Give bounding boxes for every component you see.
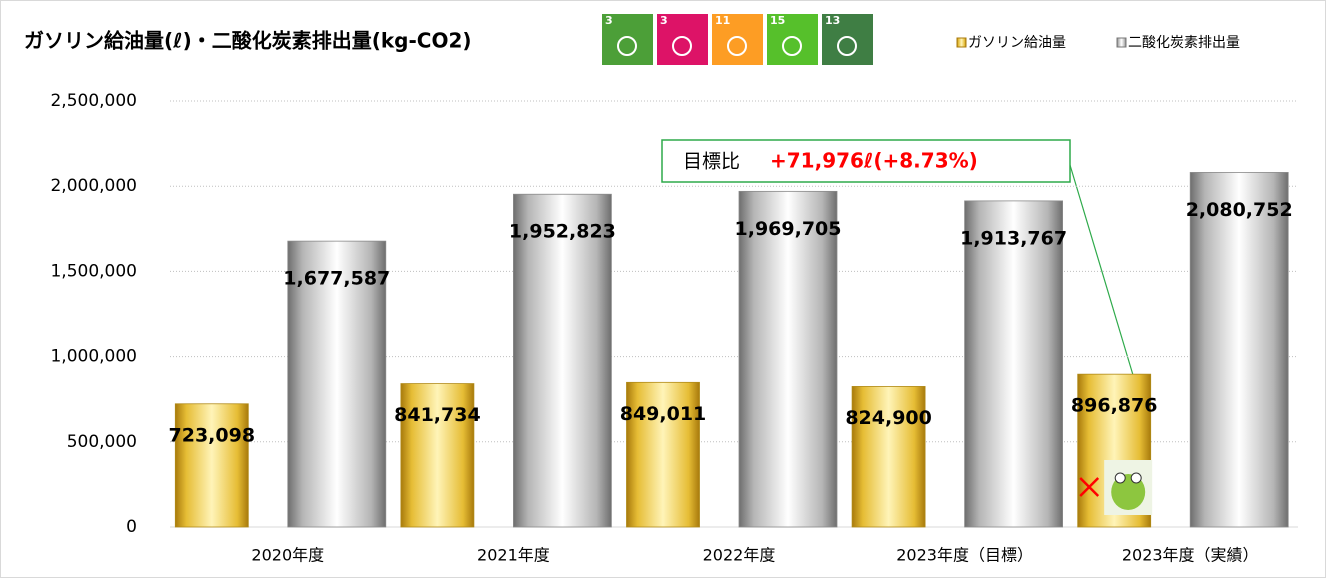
bar	[1190, 172, 1288, 527]
y-tick-label: 2,000,000	[50, 176, 137, 196]
value-label: 841,734	[394, 404, 481, 426]
x-tick-label: 2020年度	[251, 546, 324, 565]
y-tick-label: 500,000	[67, 432, 137, 452]
mascot-eye	[1131, 473, 1141, 483]
sdg-number: 3	[660, 14, 668, 27]
value-label: 849,011	[620, 403, 707, 425]
mascot-eye	[1115, 473, 1125, 483]
page: ガソリン給油量(ℓ)・二酸化炭素排出量(kg-CO2) 3 3 11 15 13 目標比…	[0, 0, 1326, 582]
legend-label: ガソリン給油量	[968, 35, 1066, 51]
sdg-number: 13	[825, 14, 840, 27]
sdg-icons: 3 3 11 15 13	[602, 14, 873, 65]
value-label: 824,900	[845, 407, 932, 429]
annotation-label: 目標比	[683, 151, 740, 173]
y-tick-label: 2,500,000	[50, 91, 137, 111]
x-tick-label: 2022年度	[703, 546, 776, 565]
legend-swatch	[957, 38, 966, 47]
legend-swatch	[1117, 38, 1126, 47]
chart: ガソリン給油量(ℓ)・二酸化炭素排出量(kg-CO2) 3 3 11 15 13 目標比…	[0, 0, 1326, 578]
bar	[739, 191, 837, 527]
sdg-number: 11	[715, 14, 730, 27]
bar	[513, 194, 611, 527]
y-tick-label: 1,000,000	[50, 347, 137, 367]
value-label: 1,952,823	[509, 221, 616, 243]
x-tick-label: 2023年度（実績）	[1122, 546, 1259, 565]
y-tick-label: 0	[126, 517, 137, 537]
value-label: 896,876	[1071, 395, 1158, 417]
x-tick-label: 2021年度	[477, 546, 550, 565]
value-label: 1,913,767	[960, 227, 1067, 249]
sdg-number: 15	[770, 14, 785, 27]
value-label: 2,080,752	[1186, 199, 1293, 221]
value-label: 1,677,587	[283, 268, 390, 290]
sdg-number: 3	[605, 14, 613, 27]
legend-label: 二酸化炭素排出量	[1128, 35, 1240, 51]
value-label: 723,098	[169, 424, 256, 446]
y-tick-label: 1,500,000	[50, 261, 137, 281]
chart-title: ガソリン給油量(ℓ)・二酸化炭素排出量(kg-CO2)	[24, 29, 472, 53]
value-label: 1,969,705	[735, 218, 842, 240]
x-tick-label: 2023年度（目標）	[896, 546, 1033, 565]
bar	[175, 404, 248, 527]
annotation-value: +71,976ℓ(+8.73%)	[770, 149, 978, 173]
bar	[965, 201, 1063, 527]
